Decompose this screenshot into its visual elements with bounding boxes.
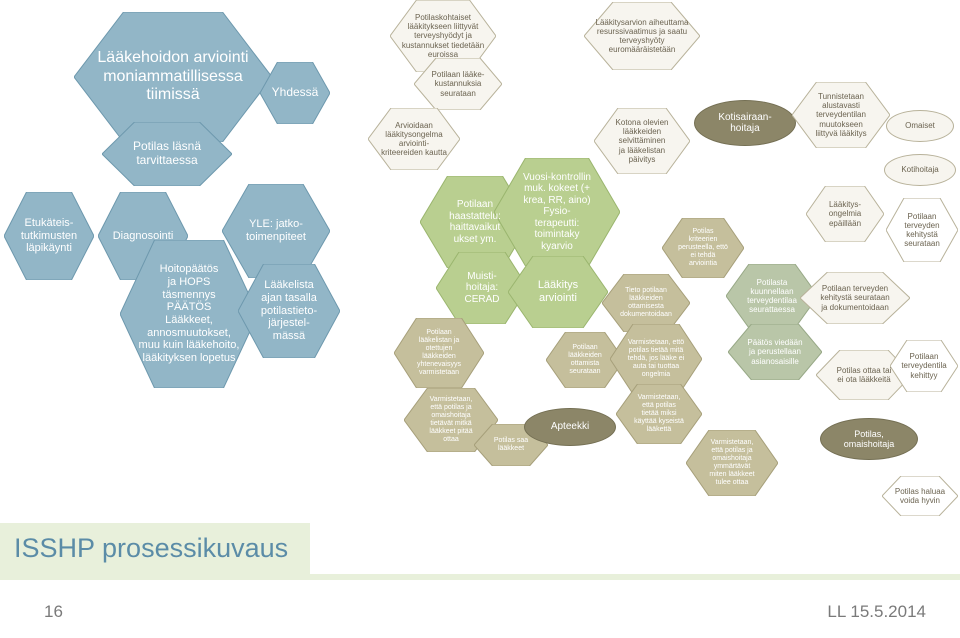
node-label: Potilaanterveydenkehitystäseurataan [900,210,944,251]
node-label: Potilas läsnätarvittaessa [129,138,205,170]
node-label: Varmistetaan,että potilas jaomaishoitaja… [425,394,476,446]
hex-node-n24: Potilaskriteerienperusteella, ettöei teh… [662,218,744,278]
node-label: Lääkehoidon arviointimoniammatillisessat… [93,47,252,106]
hex-node-n30: Päätös viedäänja perustellaanasianosaisi… [728,324,822,380]
hex-node-n31: Tunnistetaanalustavastiterveydentilanmuu… [792,82,890,148]
node-label: Kotona olevienlääkkeidenselvittäminenja … [612,116,673,166]
ellipse-node-n35: Potilas,omaishoitaja [820,418,918,460]
hex-node-n8: Lääkelistaajan tasallapotilastieto-järje… [238,264,340,358]
hex-node-n26: Lääkitysarvion aiheuttamaresurssivaatimu… [584,2,700,70]
hex-node-n6: Hoitopäätösja HOPStäsmennysPÄÄTÖSLääkkee… [120,240,258,388]
hex-node-n14: Vuosi-kontrollinmuk. kokeet (+krea, RR, … [494,158,620,266]
node-label: Lääkelistaajan tasallapotilastieto-järje… [257,277,321,344]
hex-node-n40: Potilas haluaavoida hyvin [882,476,958,516]
node-label: Varmistetaan,että potilas jaomaishoitaja… [705,437,758,489]
ellipse-node-n19: Apteekki [524,408,616,446]
hex-node-n39: Potilaanterveydentilakehittyy [890,340,958,392]
hex-node-n1: Etukäteis-tutkimustenläpikäynti [4,192,94,280]
node-label: Diagnosointi [109,228,178,245]
hex-node-n10: Potilaan lääke-kustannuksiaseurataan [414,58,502,110]
node-label: Potilaskriteerienperusteella, ettöei teh… [674,226,732,270]
node-label: Varmistetaan, ettöpotilas tietää mitäteh… [624,337,688,381]
diagram-canvas: Etukäteis-tutkimustenläpikäynti Diagnosoi… [0,0,960,525]
hex-node-n27: Kotona olevienlääkkeidenselvittäminenja … [594,108,690,174]
node-label: Potilas saalääkkeet [490,435,532,455]
hex-node-n32: Lääkitys-ongelmiaepäillään [806,186,884,242]
node-label: Lääkitys-ongelmiaepäillään [825,198,865,230]
ellipse-node-n28: Kotisairaan-hoitaja [694,100,796,146]
title-underline-bar [0,574,960,580]
node-label: Kotisairaan-hoitaja [718,112,771,135]
node-label: Potilastakuunnellaanterveydentilaaseurat… [743,276,801,317]
node-label: Lääkitysarvion aiheuttamaresurssivaatimu… [592,16,693,57]
node-label: Potilaanhaastattelu:haittavaikutukset ym… [445,197,505,247]
slide-title-box: ISSHP prosessikuvaus [0,523,310,574]
node-label: Arvioidaanlääkitysongelmaarviointi-krite… [377,119,451,160]
page-number: 16 [44,602,63,622]
node-label: Potilaanlääkkeidenottamistaseurataan [564,342,605,378]
node-label: Tunnistetaanalustavastiterveydentilanmuu… [811,90,870,140]
node-label: Tieto potilaanlääkkeidenottamisestadokum… [616,285,676,321]
node-label: Potilaskohtaisetlääkitykseen liittyvätte… [398,11,488,61]
node-label: Potilas haluaavoida hyvin [891,485,949,507]
node-label: Potilaanlääkelistan jaotettujenlääkkeide… [413,327,465,379]
node-label: Päätös viedäänja perustellaanasianosaisi… [743,336,806,368]
hex-node-n25: Varmistetaan,että potilas jaomaishoitaja… [686,430,778,496]
node-label: Potilaan terveydenkehitystä seurataanja … [816,282,893,314]
ellipse-node-n37: Kotihoitaja [884,154,956,186]
node-label: Potilaan lääke-kustannuksiaseurataan [428,68,489,100]
node-label: Omaiset [905,121,935,130]
node-label: Yhdessä [268,84,323,102]
node-label: Apteekki [551,421,589,433]
footer-right: LL 15.5.2014 [827,602,926,622]
hex-node-n33: Potilaan terveydenkehitystä seurataanja … [800,272,910,324]
node-label: Etukäteis-tutkimustenläpikäynti [17,215,81,257]
node-label: Potilas ottaa taiei ota lääkkeitä [833,364,896,386]
node-label: Vuosi-kontrollinmuk. kokeet (+krea, RR, … [519,170,595,255]
hex-node-n38: Potilaanterveydenkehitystäseurataan [886,198,958,262]
slide-footer: 16 LL 15.5.2014 [0,586,960,638]
node-label: Kotihoitaja [901,165,938,174]
node-label: Varmistetaan,että potilastietää miksikäy… [630,392,688,436]
node-label: Muisti-hoitaja:CERAD [460,269,503,308]
node-label: Potilas,omaishoitaja [844,429,895,450]
hex-node-n15: Lääkitysarviointi [508,256,608,328]
slide-title: ISSHP prosessikuvaus [14,533,288,563]
node-label: Hoitopäätösja HOPStäsmennysPÄÄTÖSLääkkee… [135,261,244,366]
node-label: Lääkitysarviointi [534,277,582,306]
hex-node-n11: Arvioidaanlääkitysongelmaarviointi-krite… [368,108,460,170]
node-label: Potilaanterveydentilakehittyy [897,350,950,382]
hex-node-n16: Potilaanlääkelistan jaotettujenlääkkeide… [394,318,484,388]
ellipse-node-n36: Omaiset [886,110,954,142]
hex-node-n4: Yhdessä [260,62,330,124]
node-label: YLE: jatko-toimenpiteet [242,216,310,245]
hex-node-n5: Potilas läsnätarvittaessa [102,122,232,186]
